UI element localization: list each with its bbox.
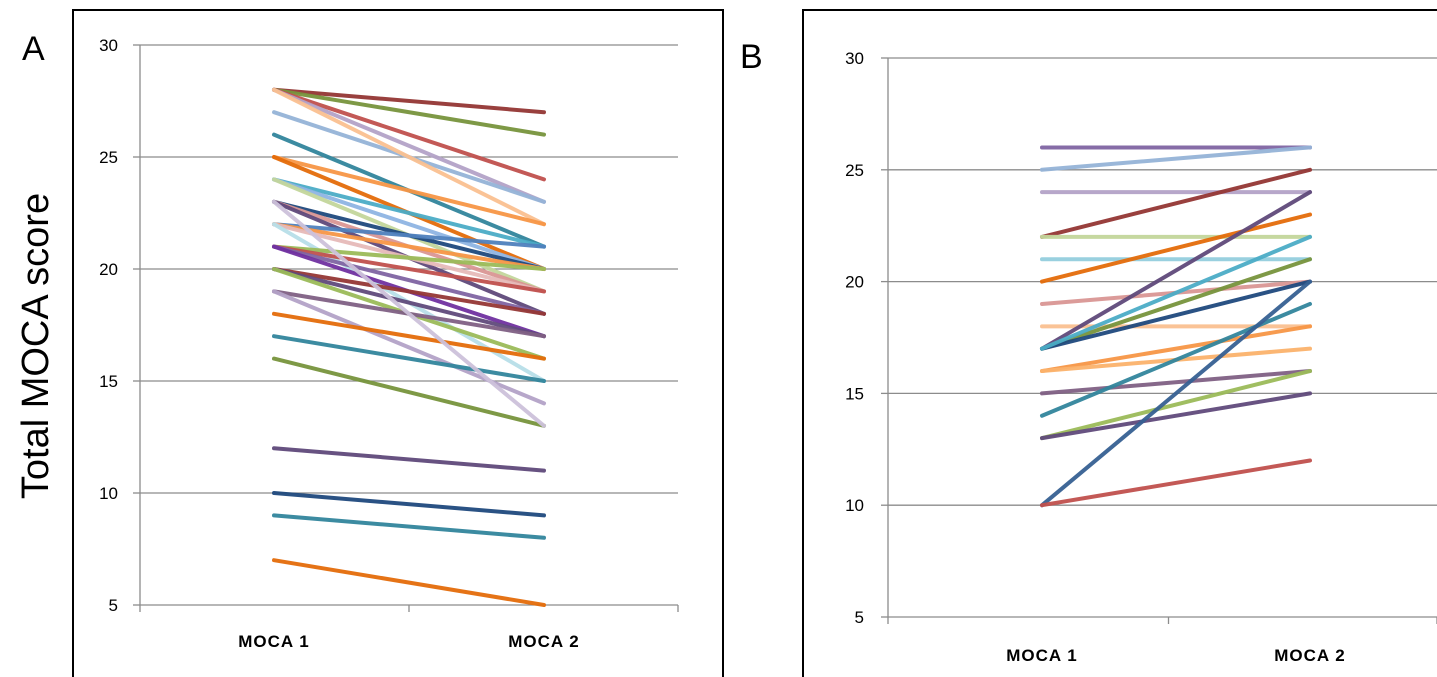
chart-panel-b: 5 10 15 20 25 30 MOCA 1 MOCA 2 — [845, 49, 1437, 665]
y-tick-label: 25 — [845, 161, 864, 180]
series-line — [1040, 458, 1312, 508]
x-category-label: MOCA 1 — [1006, 646, 1078, 665]
series-line — [272, 244, 546, 271]
series-line — [1040, 190, 1312, 351]
series-line — [272, 267, 546, 316]
y-tick-label: 30 — [99, 36, 118, 55]
panel-a-letter: A — [22, 30, 45, 68]
series-line — [272, 222, 546, 249]
panel-b-frame — [802, 9, 1437, 677]
y-tick-label: 10 — [99, 484, 118, 503]
panel-a-frame — [72, 9, 724, 677]
y-tick-label: 20 — [845, 273, 864, 292]
y-axis-title: Total MOCA score — [15, 193, 57, 499]
series-line — [272, 311, 546, 361]
series-line — [1040, 324, 1312, 374]
series-line — [272, 267, 546, 339]
series-line — [272, 334, 546, 383]
series-line — [272, 87, 546, 137]
series-line — [272, 289, 546, 406]
series-line — [272, 155, 546, 227]
series-line — [272, 356, 546, 428]
series-line — [272, 87, 546, 227]
y-tick-label: 15 — [845, 384, 864, 403]
panel-b-letter: B — [740, 38, 763, 76]
series-line — [1040, 167, 1312, 239]
series-line — [272, 446, 546, 473]
y-tick-label: 5 — [109, 596, 118, 615]
series-line — [272, 244, 546, 294]
series-line — [1040, 369, 1312, 441]
chart-panel-a: 5 10 15 20 25 30 MOCA 1 MOCA 2 — [99, 36, 679, 651]
series-line — [272, 558, 546, 607]
y-tick-label: 10 — [845, 496, 864, 515]
series-line — [272, 244, 546, 316]
series-line — [272, 87, 546, 182]
series-line — [272, 513, 546, 540]
y-tick-label: 30 — [845, 49, 864, 68]
series-line — [1040, 369, 1312, 396]
series-line — [272, 87, 546, 115]
series-line — [1040, 212, 1312, 284]
series-line — [272, 222, 546, 271]
y-tick-label: 5 — [855, 608, 864, 627]
series-line — [1040, 257, 1312, 351]
y-tick-label: 25 — [99, 148, 118, 167]
series-line — [272, 87, 546, 204]
series-line — [1040, 391, 1312, 441]
series-line — [1040, 301, 1312, 418]
series-line — [272, 177, 546, 249]
y-tick-label: 20 — [99, 260, 118, 279]
x-category-label: MOCA 1 — [238, 632, 310, 651]
series-line — [272, 177, 546, 271]
y-tick-label: 15 — [99, 372, 118, 391]
series-line — [1040, 234, 1312, 351]
series-line — [1040, 279, 1312, 351]
series-line — [272, 491, 546, 518]
x-category-label: MOCA 2 — [508, 632, 580, 651]
x-category-label: MOCA 2 — [1274, 646, 1346, 665]
series-line — [1040, 279, 1312, 508]
series-line — [272, 199, 546, 428]
series-line — [1040, 145, 1312, 172]
